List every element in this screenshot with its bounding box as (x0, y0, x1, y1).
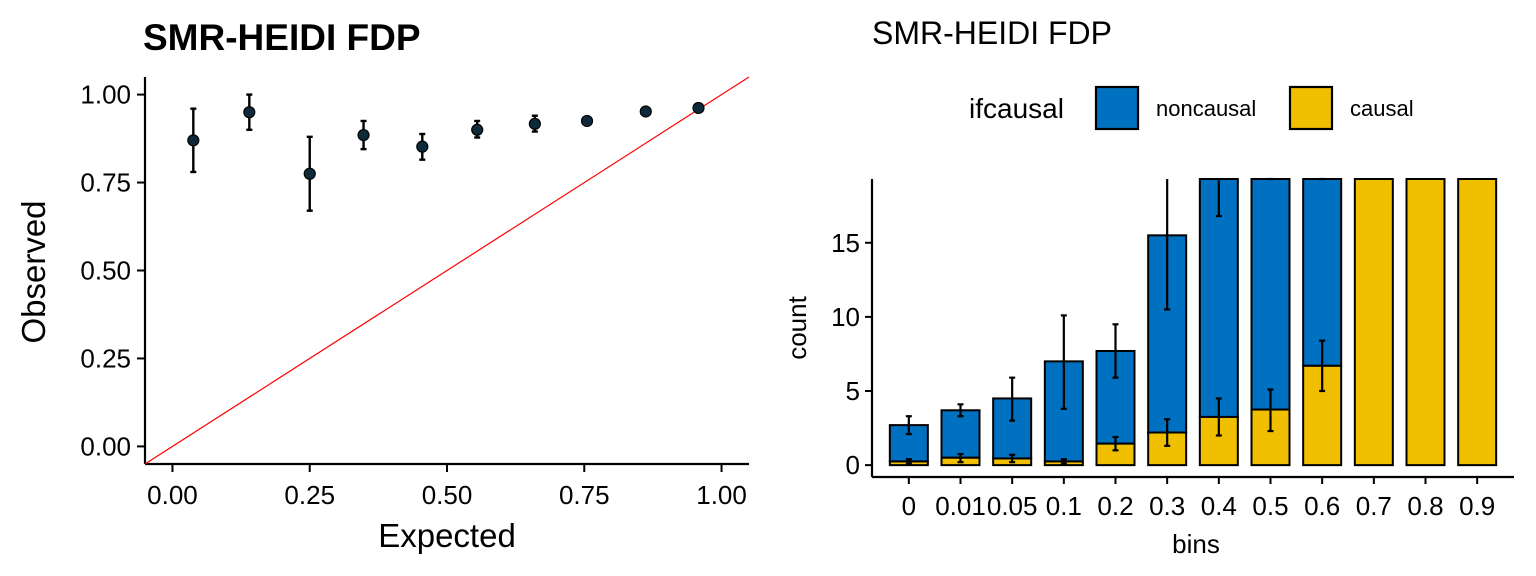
x-axis-label: Expected (378, 517, 516, 554)
bar-causal (992, 457, 1033, 467)
bar-noncausal (1198, 178, 1239, 418)
bar-noncausal (888, 424, 929, 463)
bar-causal (1198, 415, 1239, 467)
x-tick-label: 0.25 (284, 480, 335, 510)
x-tick-label: 0.6 (1304, 491, 1340, 521)
bar-causal (1457, 178, 1498, 467)
x-tick-label: 0.3 (1149, 491, 1185, 521)
y-axis-label: Observed (15, 200, 52, 343)
bar-causal (1147, 431, 1188, 467)
y-tick-label: 0.75 (80, 168, 131, 198)
legend-swatch-causal (1288, 85, 1334, 131)
y-tick-label: 15 (831, 228, 860, 258)
x-tick-label: 0.8 (1407, 491, 1443, 521)
axes: 0 5 10 15 0 0.01 0.05 0.1 0.2 0.3 0.4 0.5 0.6 0.7 0.8 0… (831, 179, 1514, 521)
data-point (580, 114, 594, 128)
x-tick-label: 0.5 (1252, 491, 1288, 521)
data-point (471, 123, 484, 136)
reference-line (144, 76, 750, 465)
fdp-scatter-chart: SMR-HEIDI FDP Observed Expected 0.00 0.25… (15, 17, 750, 554)
y-tick-label: 0.00 (80, 431, 131, 461)
bar-causal (1250, 408, 1291, 467)
data-points (187, 93, 705, 212)
y-axis-label: count (782, 295, 812, 359)
bar-noncausal (1147, 234, 1188, 434)
data-point (692, 101, 705, 115)
chart-title: SMR-HEIDI FDP (872, 15, 1112, 51)
legend-label-causal: causal (1350, 96, 1414, 121)
identity-line (144, 76, 750, 465)
bar-causal (888, 460, 929, 467)
y-tick-label: 0.25 (80, 343, 131, 373)
data-point (357, 128, 370, 142)
x-tick-label: 0.1 (1046, 491, 1082, 521)
bar-noncausal (1302, 178, 1343, 367)
y-tick-label: 5 (846, 376, 860, 406)
bar-noncausal (1250, 178, 1291, 411)
bar-causal (1043, 460, 1084, 467)
data-point (528, 117, 541, 130)
bar-causal (1353, 178, 1394, 467)
x-tick-label: 0.05 (987, 491, 1038, 521)
x-tick-label: 0 (902, 491, 916, 521)
data-point (639, 105, 652, 118)
bar-causal (940, 456, 981, 467)
data-point (243, 106, 256, 119)
legend-swatch-noncausal (1094, 85, 1140, 131)
bar-causal (1405, 178, 1446, 467)
bar-noncausal (1043, 360, 1084, 463)
data-point (303, 167, 316, 180)
bar-noncausal (940, 409, 981, 459)
bar-causal (1095, 442, 1136, 467)
data-point (416, 140, 429, 153)
y-tick-label: 1.00 (80, 80, 131, 110)
legend-title: ifcausal (969, 93, 1064, 124)
x-tick-label: 0.01 (935, 491, 986, 521)
bar-causal (1302, 364, 1343, 467)
x-tick-label: 0.50 (422, 480, 473, 510)
error-bars (905, 177, 1326, 465)
bar-noncausal (992, 397, 1033, 460)
x-tick-label: 0.75 (559, 480, 610, 510)
x-tick-label: 0.7 (1356, 491, 1392, 521)
y-tick-label: 10 (831, 302, 860, 332)
axes: 0.00 0.25 0.50 0.75 1.00 0.00 0.25 0.50 0.75 1.00 (80, 77, 749, 510)
x-tick-label: 0.00 (147, 480, 198, 510)
bars (888, 178, 1498, 467)
y-tick-label: 0 (846, 450, 860, 480)
x-tick-label: 1.00 (696, 480, 747, 510)
legend-label-noncausal: noncausal (1156, 96, 1256, 121)
y-tick-label: 0.50 (80, 256, 131, 286)
x-axis-label: bins (1172, 529, 1220, 559)
x-tick-label: 0.2 (1097, 491, 1133, 521)
chart-title: SMR-HEIDI FDP (143, 17, 421, 58)
x-tick-label: 0.9 (1459, 491, 1495, 521)
x-tick-label: 0.4 (1201, 491, 1237, 521)
data-point (187, 134, 200, 147)
bar-noncausal (1095, 349, 1136, 445)
